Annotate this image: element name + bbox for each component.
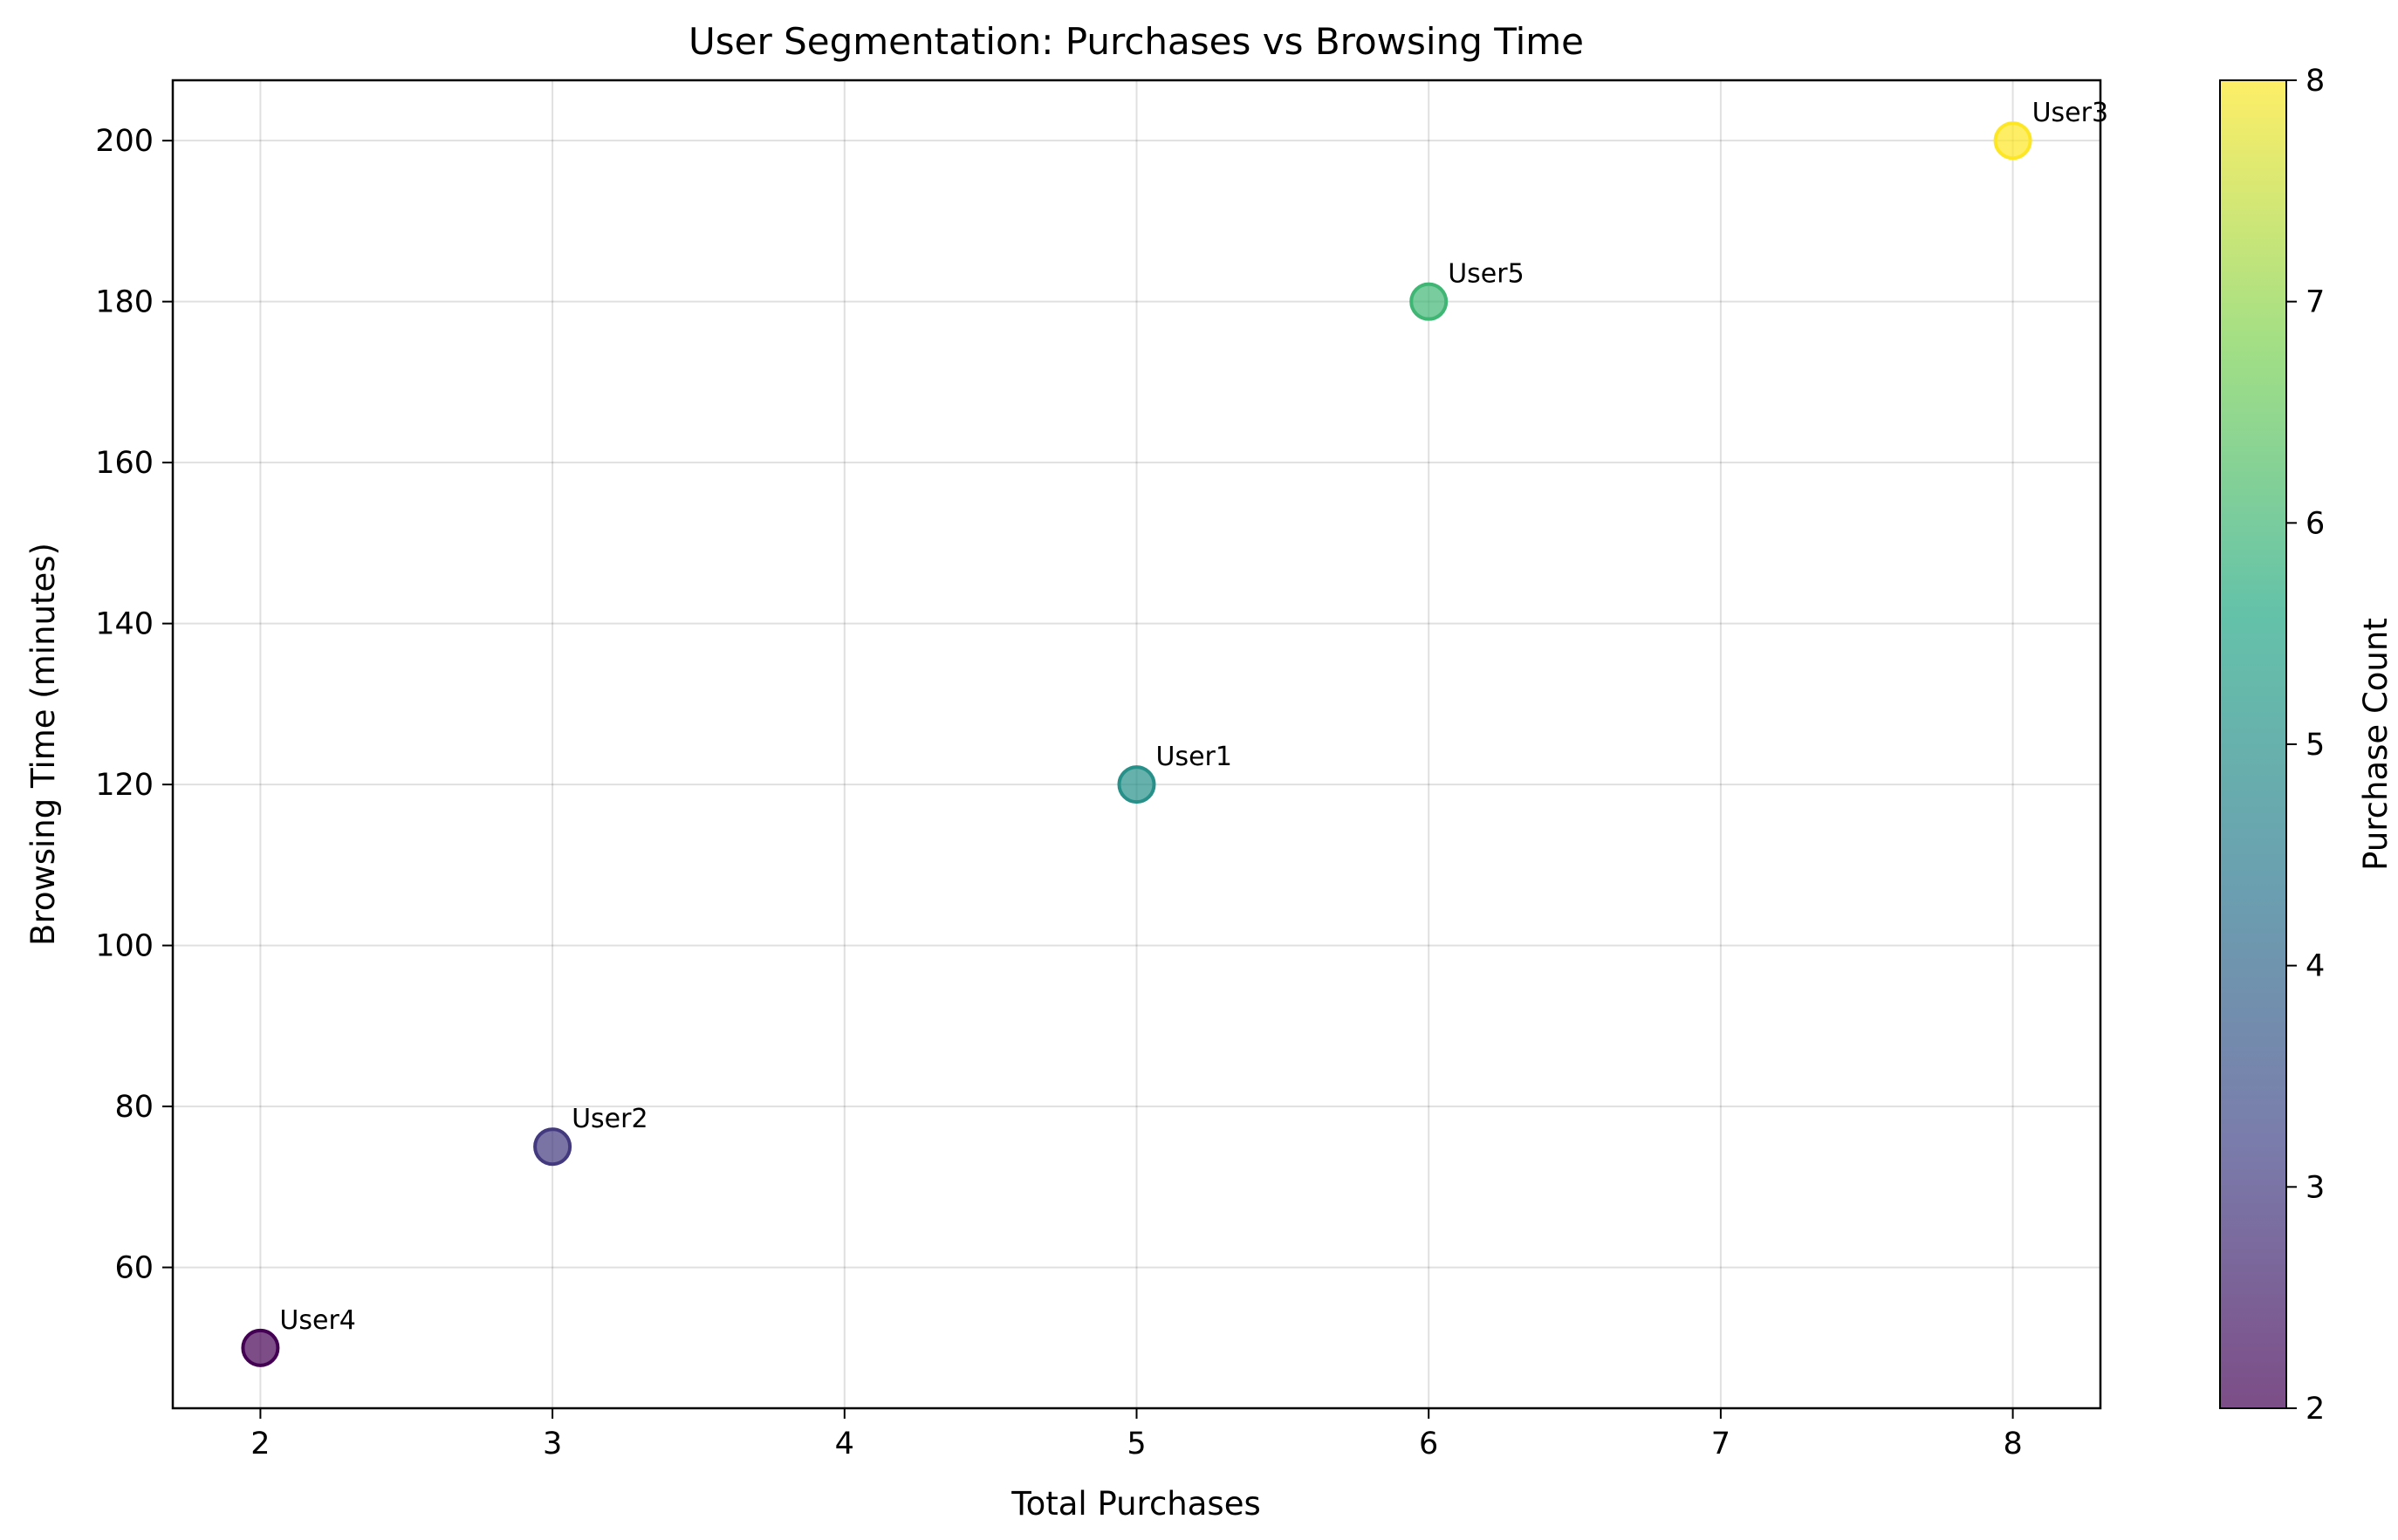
y-tick-label: 140	[95, 607, 154, 642]
colorbar	[2219, 79, 2287, 1409]
x-tick-label: 5	[1127, 1427, 1146, 1461]
chart-title: User Segmentation: Purchases vs Browsing…	[689, 20, 1584, 63]
colorbar-tick-label: 7	[2306, 285, 2325, 320]
x-tick-label: 2	[250, 1427, 270, 1461]
data-points	[241, 121, 2032, 1367]
y-tick-label: 80	[114, 1090, 154, 1125]
x-tick-label: 3	[543, 1427, 562, 1461]
y-tick-label: 180	[95, 285, 154, 320]
colorbar-label: Purchase Count	[2357, 618, 2395, 871]
colorbar-tick-label: 2	[2306, 1392, 2325, 1427]
point-label-user3: User3	[2032, 98, 2108, 128]
point-label-user5: User5	[1448, 259, 1524, 290]
x-tick-label: 6	[1419, 1427, 1438, 1461]
data-point-user1	[1117, 765, 1156, 804]
point-label-user1: User1	[1156, 742, 1232, 772]
colorbar-tick-label: 5	[2306, 728, 2325, 763]
x-tick-label: 4	[835, 1427, 854, 1461]
y-tick-label: 160	[95, 446, 154, 481]
data-point-user3	[1993, 121, 2032, 161]
x-axis-ticks: 2 3 4 5 6 7 8	[250, 1408, 2023, 1461]
data-point-user2	[533, 1127, 572, 1167]
colorbar-tick-label: 3	[2306, 1170, 2325, 1205]
y-axis-label: Browsing Time (minutes)	[24, 543, 62, 946]
x-tick-label: 8	[2003, 1427, 2022, 1461]
data-point-user4	[241, 1328, 280, 1367]
point-labels: User1 User2 User3 User4 User5	[279, 98, 2108, 1336]
colorbar-tick-label: 6	[2306, 506, 2325, 541]
x-tick-label: 7	[1711, 1427, 1730, 1461]
y-tick-label: 200	[95, 124, 154, 159]
data-point-user5	[1409, 282, 1449, 321]
y-axis-ticks: 60 80 100 120 140 160 180 200	[95, 124, 173, 1286]
colorbar-ticks: 2 3 4 5 6 7 8	[2286, 64, 2325, 1427]
colorbar-tick-label: 4	[2306, 949, 2325, 984]
x-axis-label: Total Purchases	[1011, 1485, 1260, 1523]
y-tick-label: 100	[95, 929, 154, 964]
colorbar-tick-label: 8	[2306, 64, 2325, 99]
point-label-user4: User4	[279, 1305, 355, 1336]
point-label-user2: User2	[572, 1104, 647, 1134]
y-tick-label: 120	[95, 768, 154, 803]
y-tick-label: 60	[114, 1251, 154, 1286]
